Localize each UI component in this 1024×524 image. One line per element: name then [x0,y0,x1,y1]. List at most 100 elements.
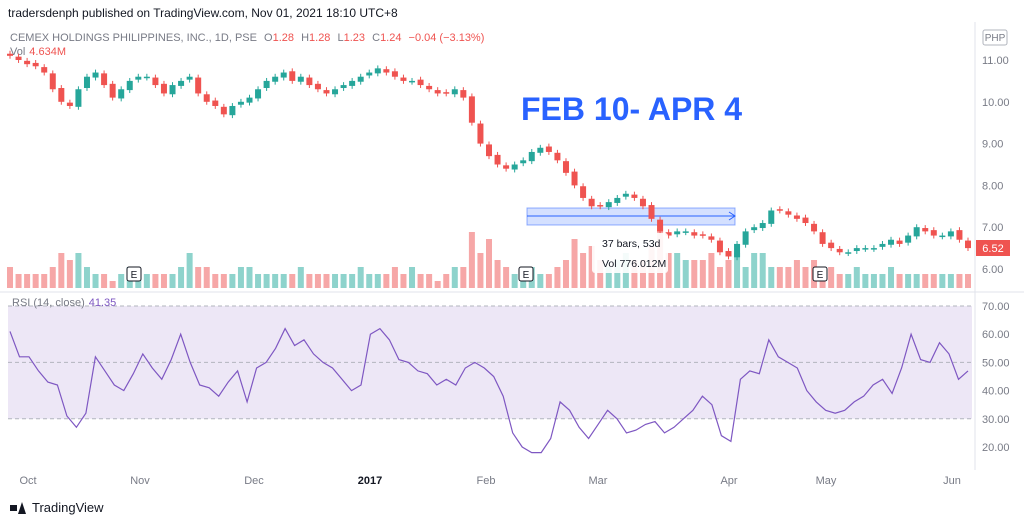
candle-body [237,101,244,105]
volume-bar [965,274,971,288]
candle-body [922,228,929,232]
volume-bar [699,260,706,288]
volume-bar [280,274,287,288]
volume-bar [905,274,912,288]
candle-body [434,90,441,94]
volume-bar [349,274,356,288]
volume-bar [562,260,569,288]
candle-body [819,232,826,244]
tradingview-logo-icon [10,501,26,514]
volume-bar [708,253,715,288]
candle-body [768,210,775,224]
earnings-marker-label: E [817,270,824,281]
candle-body [126,80,133,91]
candle-body [101,73,108,86]
candle-body [930,230,937,236]
candle-body [374,68,381,74]
candle-body [169,85,176,95]
candle-body [862,248,869,250]
volume-bar [24,274,31,288]
earnings-marker-label: E [523,270,530,281]
volume-bar [66,260,73,288]
candle-body [32,62,39,67]
candle-body [297,76,304,82]
candle-body [956,230,963,240]
volume-bar [323,274,330,288]
volume-bar [49,267,56,288]
volume-bar [956,274,963,288]
earnings-marker-label: E [131,270,138,281]
volume-bar [58,253,65,288]
candle-body [349,80,356,86]
candle-body [494,154,501,165]
candle-body [793,215,800,219]
candle-body [879,243,886,247]
currency-badge[interactable] [982,29,1008,46]
volume-bar [75,253,82,288]
candle-body [905,235,912,243]
candle-body [845,252,852,254]
rsi-legend: RSI (14, close) 41.35 [12,297,116,309]
date-range-annotation[interactable]: FEB 10- APR 4 [521,91,742,127]
candle-body [178,80,185,86]
candle-body [135,76,142,80]
volume-bar [939,274,946,288]
candle-body [246,97,253,103]
candle-body [366,72,373,76]
volume-bar [434,281,441,288]
time-axis-label: Dec [244,475,264,487]
candle-body [520,160,527,164]
volume-bar [853,267,860,288]
volume-bar [391,267,398,288]
candle-body [477,123,484,144]
volume-bar [409,267,416,288]
candle-body [614,197,621,203]
time-axis[interactable]: Oct Nov Dec 2017 Feb Mar Apr May Jun [19,475,960,487]
price-tick-label: 9.00 [982,139,1003,151]
volume-bar [930,274,937,288]
candle-body [665,232,672,236]
candle-body [409,80,416,83]
candle-body [75,89,82,107]
candle-body [323,90,330,94]
candle-body [220,106,227,115]
volume-bar [468,232,475,288]
rsi-tick-label: 20.00 [982,442,1010,454]
candle-body [725,251,732,257]
candle-body [631,194,638,198]
candle-body [186,76,193,80]
candle-body [913,227,920,237]
footer[interactable]: TradingView [10,500,104,515]
volume-bar [263,274,270,288]
volume-bars [7,225,971,288]
volume-bar [332,274,339,288]
candle-body [263,80,270,89]
candle-body [597,205,604,207]
volume-bar [725,260,732,288]
volume-bar [237,267,244,288]
volume-bar [888,267,895,288]
volume-bar [896,274,903,288]
volume-bar [751,253,758,288]
volume-bar [494,260,501,288]
candle-body [255,89,262,99]
candle-body [383,69,390,73]
candle-body [580,186,587,198]
time-axis-label: 2017 [358,475,382,487]
rsi-tick-label: 40.00 [982,386,1010,398]
volume-bar [870,274,877,288]
candle-body [802,217,809,224]
volume-bar [922,274,929,288]
candle-body [759,223,766,229]
volume-bar [426,274,433,288]
volume-bar [92,274,99,288]
candle-body [49,73,56,90]
candle-body [229,105,236,116]
volume-bar [383,274,390,288]
time-axis-label: Mar [589,475,608,487]
candle-body [332,89,339,95]
time-axis-label: Oct [19,475,36,487]
candle-body [503,165,510,169]
